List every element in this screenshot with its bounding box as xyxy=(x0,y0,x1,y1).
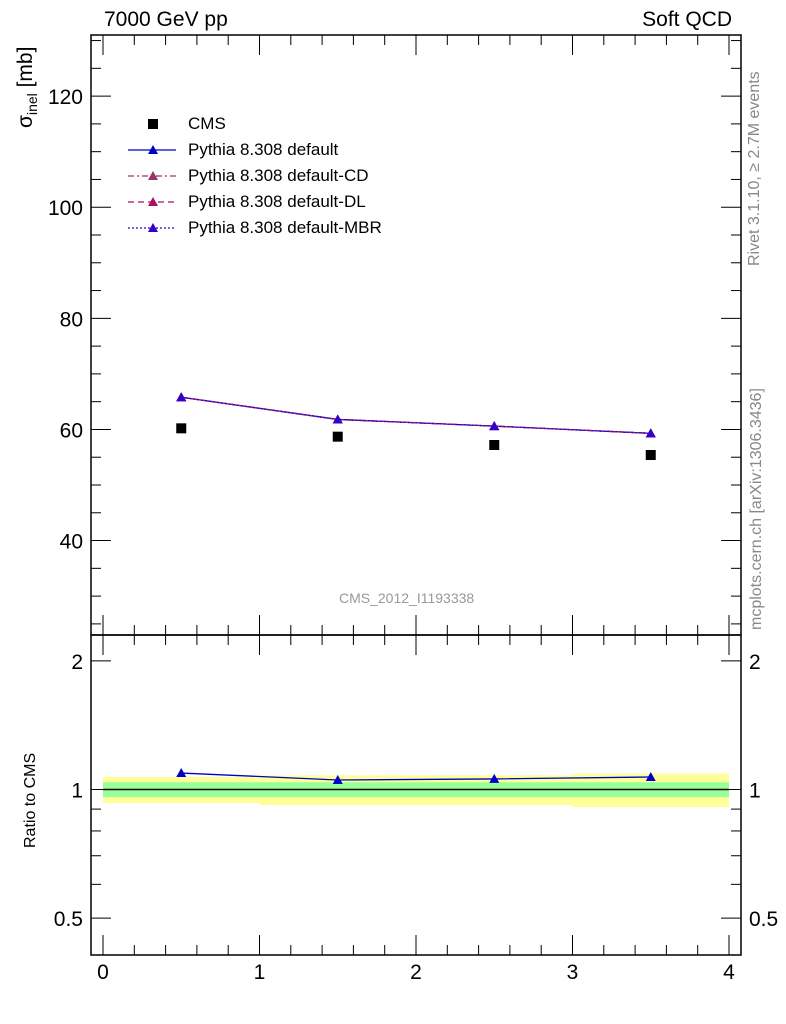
main-point-default_mbr-2 xyxy=(489,421,500,431)
cms-data-point-2 xyxy=(489,440,500,450)
main-y-tick-label: 120 xyxy=(48,86,83,109)
main-line-default_mbr xyxy=(181,396,651,434)
x-tick-label: 0 xyxy=(97,961,109,984)
x-tick-label: 1 xyxy=(254,961,266,984)
legend-label-cms: CMS xyxy=(188,114,226,133)
ratio-y-tick-label: 1 xyxy=(71,780,83,803)
ratio-point-default-2 xyxy=(489,773,500,783)
legend-marker-default_cd xyxy=(148,171,158,180)
main-line-default_cd xyxy=(181,396,651,434)
ratio-y-tick-label-right: 2 xyxy=(749,651,761,674)
main-point-default_mbr-3 xyxy=(645,428,656,438)
ratio-y-tick-label-right: 0.5 xyxy=(749,908,778,931)
main-y-tick-label: 40 xyxy=(60,531,83,554)
legend-label-default-dl: Pythia 8.308 default-DL xyxy=(188,192,366,211)
main-y-tick-label: 100 xyxy=(48,197,83,220)
x-tick-label: 2 xyxy=(410,961,422,984)
cms-data-point-3 xyxy=(645,450,656,460)
main-y-tick-label: 80 xyxy=(60,308,83,331)
legend-marker-default_mbr xyxy=(148,223,158,232)
legend-marker-default_dl xyxy=(148,197,158,206)
rivet-note: Rivet 3.1.10, ≥ 2.7M events xyxy=(746,71,763,266)
legend-label-default-cd: Pythia 8.308 default-CD xyxy=(188,166,369,185)
legend-label-default-mbr: Pythia 8.308 default-MBR xyxy=(188,218,382,237)
ratio-point-default-0 xyxy=(176,768,187,778)
ratio-y-tick-label: 0.5 xyxy=(54,908,83,931)
ratio-point-default-3 xyxy=(645,772,656,782)
main-line-default_dl xyxy=(181,396,651,434)
ratio-point-default-1 xyxy=(332,774,343,784)
ratio-line-default xyxy=(181,772,651,781)
x-tick-label: 3 xyxy=(567,961,579,984)
main-line-default xyxy=(181,396,651,434)
analysis-watermark: CMS_2012_I1193338 xyxy=(339,590,475,606)
ratio-y-axis-label: Ratio to CMS xyxy=(22,752,39,848)
ratio-y-tick-label-right: 1 xyxy=(749,780,761,803)
cms-data-point-1 xyxy=(332,431,343,442)
main-point-default_mbr-1 xyxy=(332,414,343,424)
header-right: Soft QCD xyxy=(642,8,732,31)
legend-label-default: Pythia 8.308 default xyxy=(188,140,339,159)
main-point-default_mbr-0 xyxy=(176,392,187,402)
ratio-y-tick-label: 2 xyxy=(71,651,83,674)
legend-marker-default xyxy=(148,145,158,154)
cms-data-point-0 xyxy=(176,423,187,434)
source-note: mcplots.cern.ch [arXiv:1306.3436] xyxy=(748,388,765,630)
x-tick-label: 4 xyxy=(723,961,735,984)
main-y-axis-label: σinel [mb] xyxy=(14,46,41,128)
legend-marker-cms xyxy=(148,119,158,129)
header-left: 7000 GeV pp xyxy=(104,8,228,31)
main-y-tick-label: 60 xyxy=(60,419,83,442)
